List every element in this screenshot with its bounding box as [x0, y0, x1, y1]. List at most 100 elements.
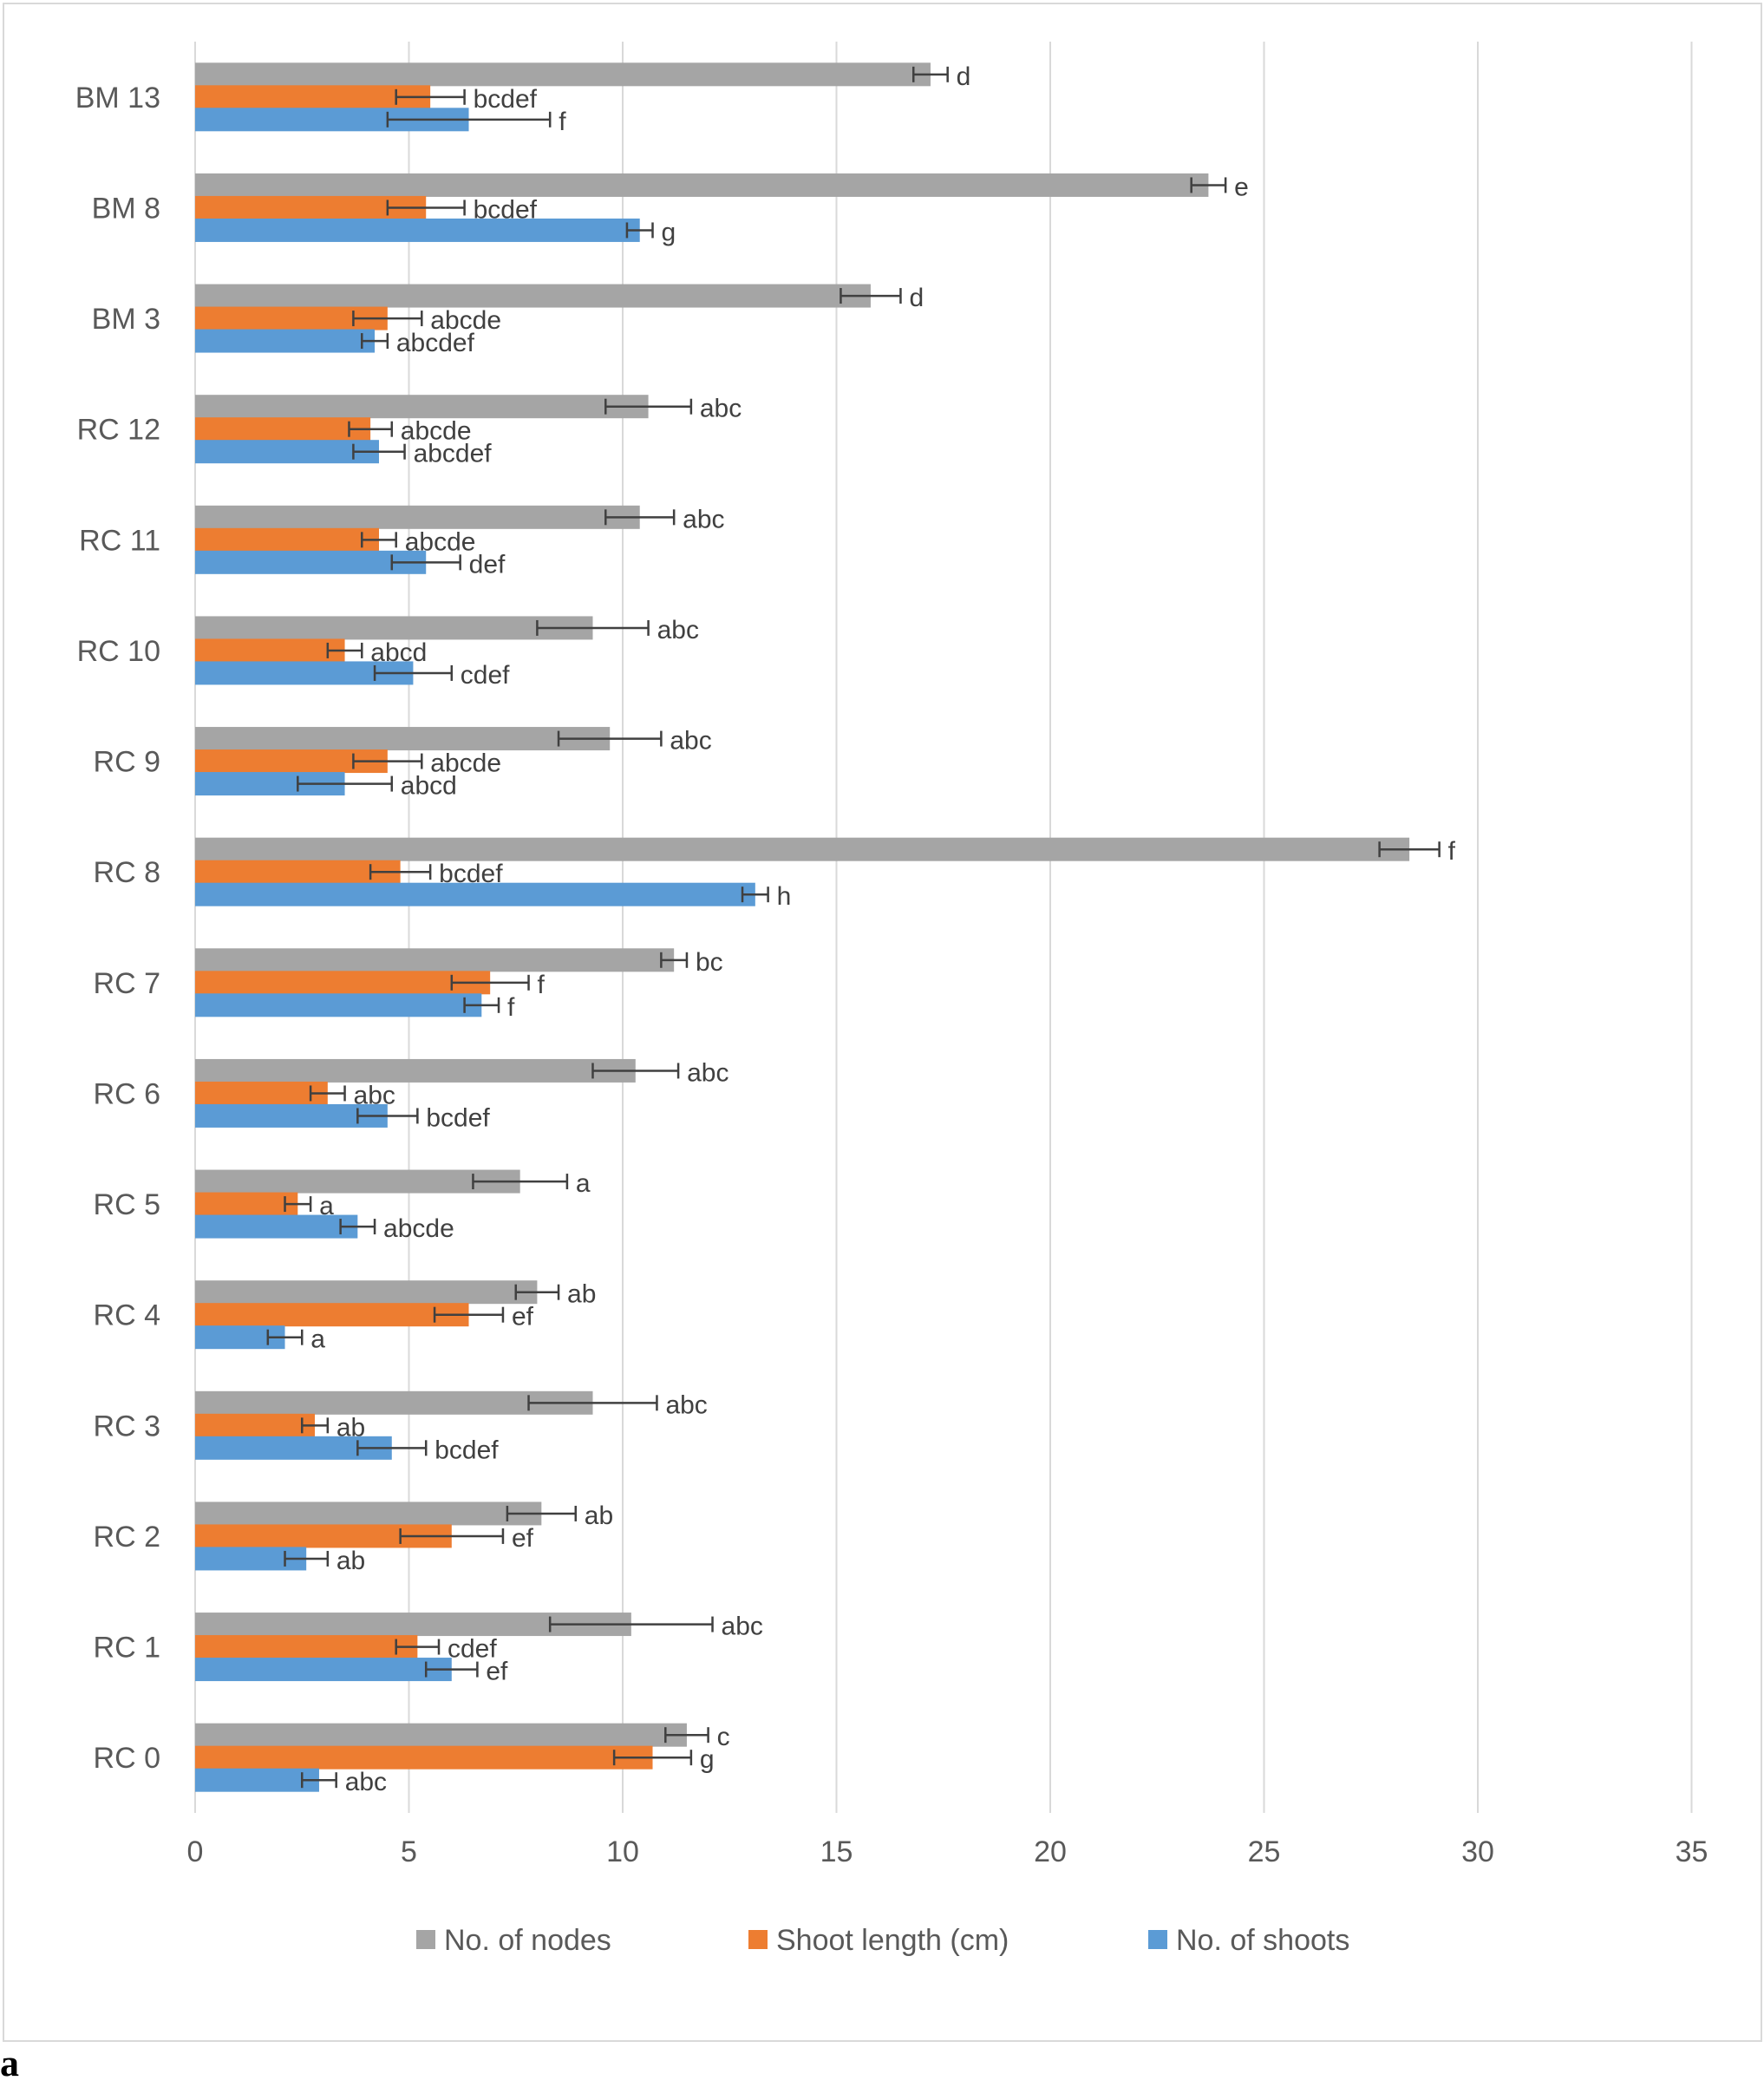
bar — [195, 218, 640, 242]
panel-label: a — [0, 2042, 19, 2084]
bar — [195, 727, 611, 751]
bar — [195, 1192, 298, 1216]
significance-letter: abc — [722, 1613, 763, 1641]
significance-letter: abc — [683, 505, 724, 533]
bar — [195, 638, 345, 663]
bar — [195, 417, 371, 442]
x-tick-label: 35 — [1676, 1835, 1708, 1868]
bar — [195, 85, 431, 109]
y-category-label: RC 1 — [94, 1632, 160, 1665]
legend-label: No. of shoots — [1176, 1924, 1349, 1957]
bar — [195, 395, 649, 419]
significance-letter: f — [538, 971, 546, 999]
significance-letter: f — [1448, 837, 1456, 866]
y-category-label: RC 7 — [94, 967, 160, 1000]
legend-swatch — [416, 1930, 435, 1949]
bar — [195, 527, 379, 552]
y-category-label: RC 12 — [77, 414, 160, 447]
significance-letter: abcde — [383, 1214, 454, 1243]
bar — [195, 1723, 687, 1747]
significance-letter: abc — [345, 1768, 387, 1796]
significance-letter: abcde — [430, 749, 501, 778]
bar — [195, 948, 675, 972]
legend-label: No. of nodes — [444, 1924, 611, 1957]
y-category-label: RC 5 — [94, 1188, 160, 1221]
significance-letter: a — [310, 1325, 325, 1354]
bar — [195, 1390, 593, 1415]
bar — [195, 284, 871, 308]
bar — [195, 1635, 418, 1659]
significance-letter: cdef — [448, 1635, 497, 1664]
y-category-label: RC 6 — [94, 1077, 160, 1110]
significance-letter: bcdef — [434, 1436, 499, 1464]
bar — [195, 882, 755, 906]
y-category-label: RC 10 — [77, 635, 160, 668]
bar — [195, 62, 931, 87]
bar — [195, 1303, 469, 1327]
bar — [195, 505, 640, 529]
bar — [195, 440, 379, 464]
significance-letter: abc — [665, 1390, 707, 1419]
x-tick-label: 10 — [606, 1835, 639, 1868]
significance-letter: c — [717, 1723, 730, 1751]
significance-letter: ab — [336, 1547, 365, 1575]
significance-letter: f — [559, 108, 566, 136]
x-tick-label: 20 — [1034, 1835, 1067, 1868]
significance-letter: e — [1234, 173, 1249, 201]
bar — [195, 1501, 542, 1526]
significance-letter: def — [469, 550, 506, 579]
significance-letter: ef — [512, 1303, 534, 1331]
y-category-label: BM 8 — [92, 192, 160, 225]
significance-letter: ef — [486, 1658, 508, 1686]
significance-letter: d — [909, 284, 924, 312]
significance-letter: bcdef — [426, 1103, 490, 1132]
bar — [195, 993, 482, 1017]
significance-letter: abcde — [401, 417, 472, 446]
bar — [195, 1658, 452, 1682]
x-tick-label: 0 — [187, 1835, 204, 1868]
significance-letter: abcd — [401, 772, 457, 801]
bar — [195, 1768, 319, 1792]
y-category-label: RC 3 — [94, 1410, 160, 1443]
significance-letter: ab — [567, 1280, 596, 1309]
legend-swatch — [748, 1930, 768, 1949]
significance-letter: a — [576, 1169, 591, 1198]
x-tick-label: 15 — [820, 1835, 853, 1868]
significance-letter: abcdef — [414, 440, 493, 468]
bar — [195, 837, 1410, 861]
significance-letter: abc — [700, 395, 742, 423]
bar — [195, 1413, 316, 1437]
significance-letter: bcdef — [474, 85, 538, 114]
bar — [195, 1169, 520, 1194]
bar — [195, 1081, 328, 1105]
bar — [195, 860, 401, 884]
significance-letter: g — [662, 218, 676, 246]
y-category-label: BM 3 — [92, 303, 160, 336]
x-tick-label: 30 — [1461, 1835, 1494, 1868]
x-tick-label: 5 — [401, 1835, 417, 1868]
significance-letter: abc — [670, 727, 711, 756]
bar — [195, 1280, 538, 1305]
y-category-label: RC 9 — [94, 746, 160, 779]
bar — [195, 616, 593, 640]
y-category-label: RC 2 — [94, 1521, 160, 1554]
bar — [195, 1058, 636, 1083]
significance-letter: h — [777, 882, 792, 911]
significance-letter: abc — [687, 1058, 728, 1087]
x-tick-label: 25 — [1248, 1835, 1281, 1868]
y-category-label: RC 11 — [79, 524, 160, 557]
significance-letter: d — [957, 62, 971, 91]
significance-letter: ef — [512, 1524, 534, 1553]
legend-label: Shoot length (cm) — [776, 1924, 1009, 1957]
bar — [195, 1214, 358, 1239]
significance-letter: f — [507, 993, 515, 1022]
significance-letter: cdef — [461, 661, 510, 690]
significance-letter: abc — [657, 616, 699, 644]
y-category-label: RC 4 — [94, 1299, 160, 1332]
bar — [195, 1103, 388, 1128]
legend-swatch — [1148, 1930, 1167, 1949]
bar — [195, 1745, 653, 1770]
y-category-label: RC 8 — [94, 856, 160, 889]
bar — [195, 173, 1209, 197]
